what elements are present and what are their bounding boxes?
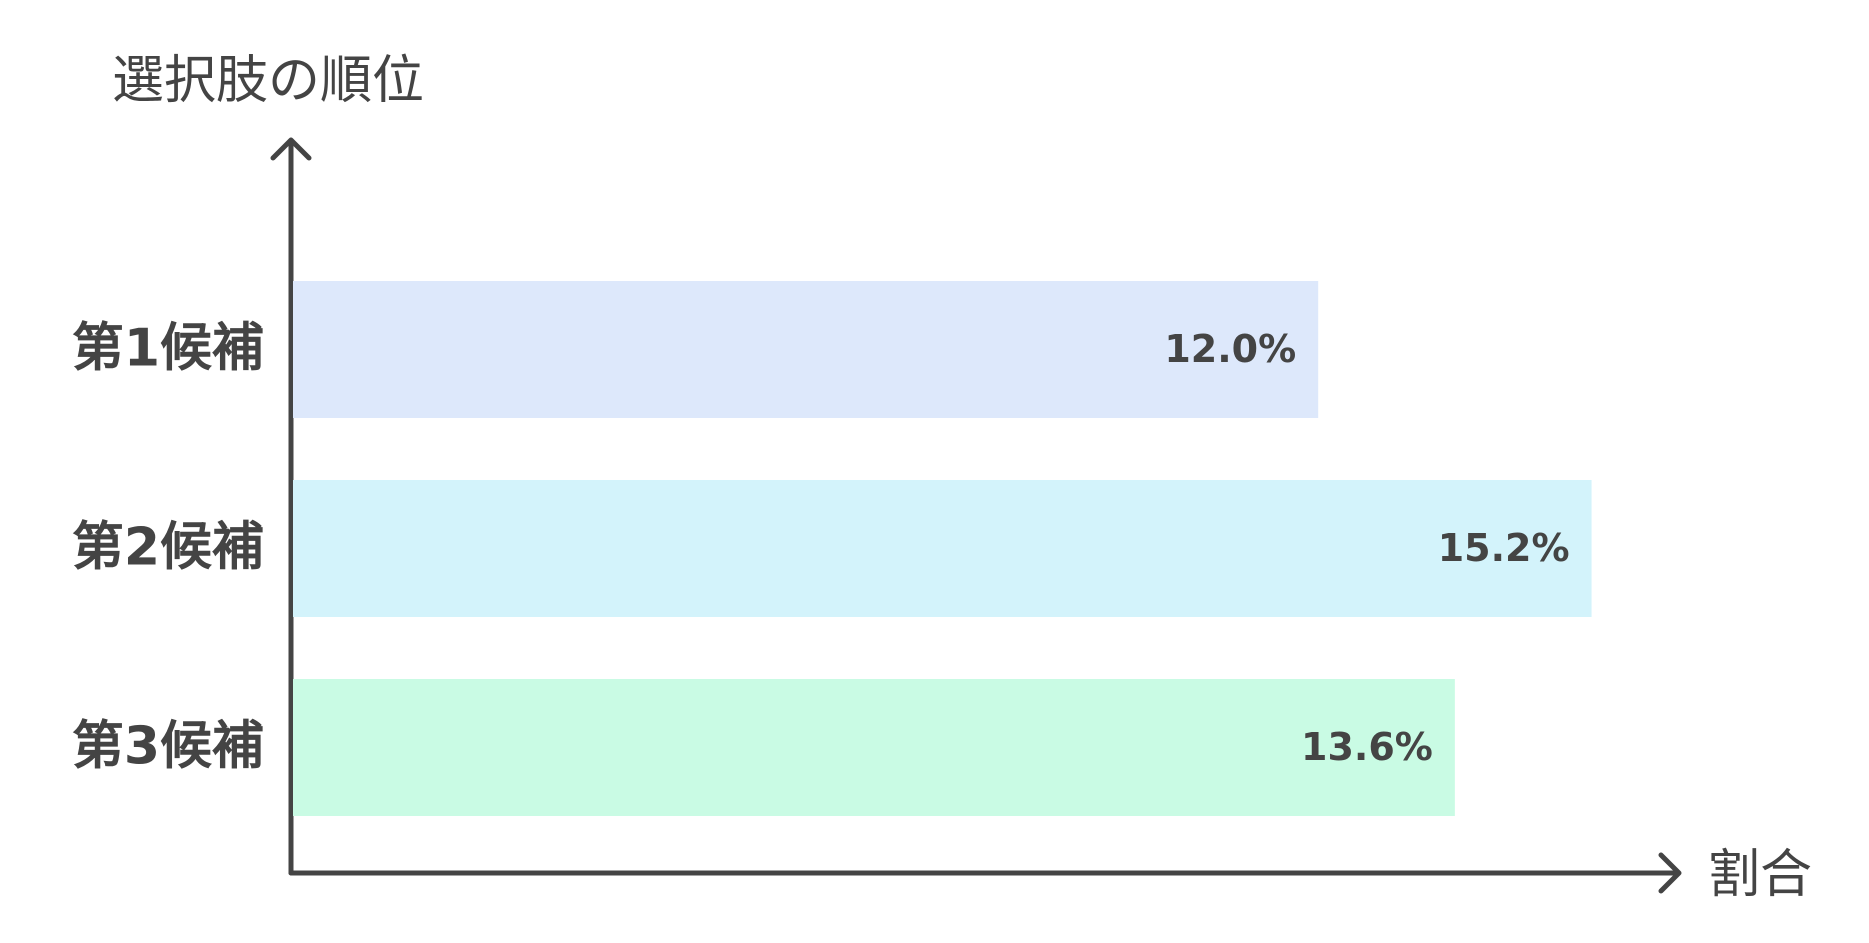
category-label: 第2候補 [72, 518, 264, 578]
y-axis [270, 137, 312, 876]
value-label: 13.6% [1301, 725, 1433, 769]
bar [293, 679, 1455, 816]
category-label: 第3候補 [72, 717, 264, 777]
y-axis-label: 選択肢の順位 [112, 51, 424, 111]
bar [293, 480, 1592, 617]
bar [293, 281, 1319, 418]
x-axis-label: 割合 [1708, 845, 1812, 905]
x-axis [288, 852, 1682, 894]
value-label: 15.2% [1438, 526, 1570, 570]
category-label: 第1候補 [72, 319, 264, 379]
value-label: 12.0% [1164, 327, 1296, 371]
